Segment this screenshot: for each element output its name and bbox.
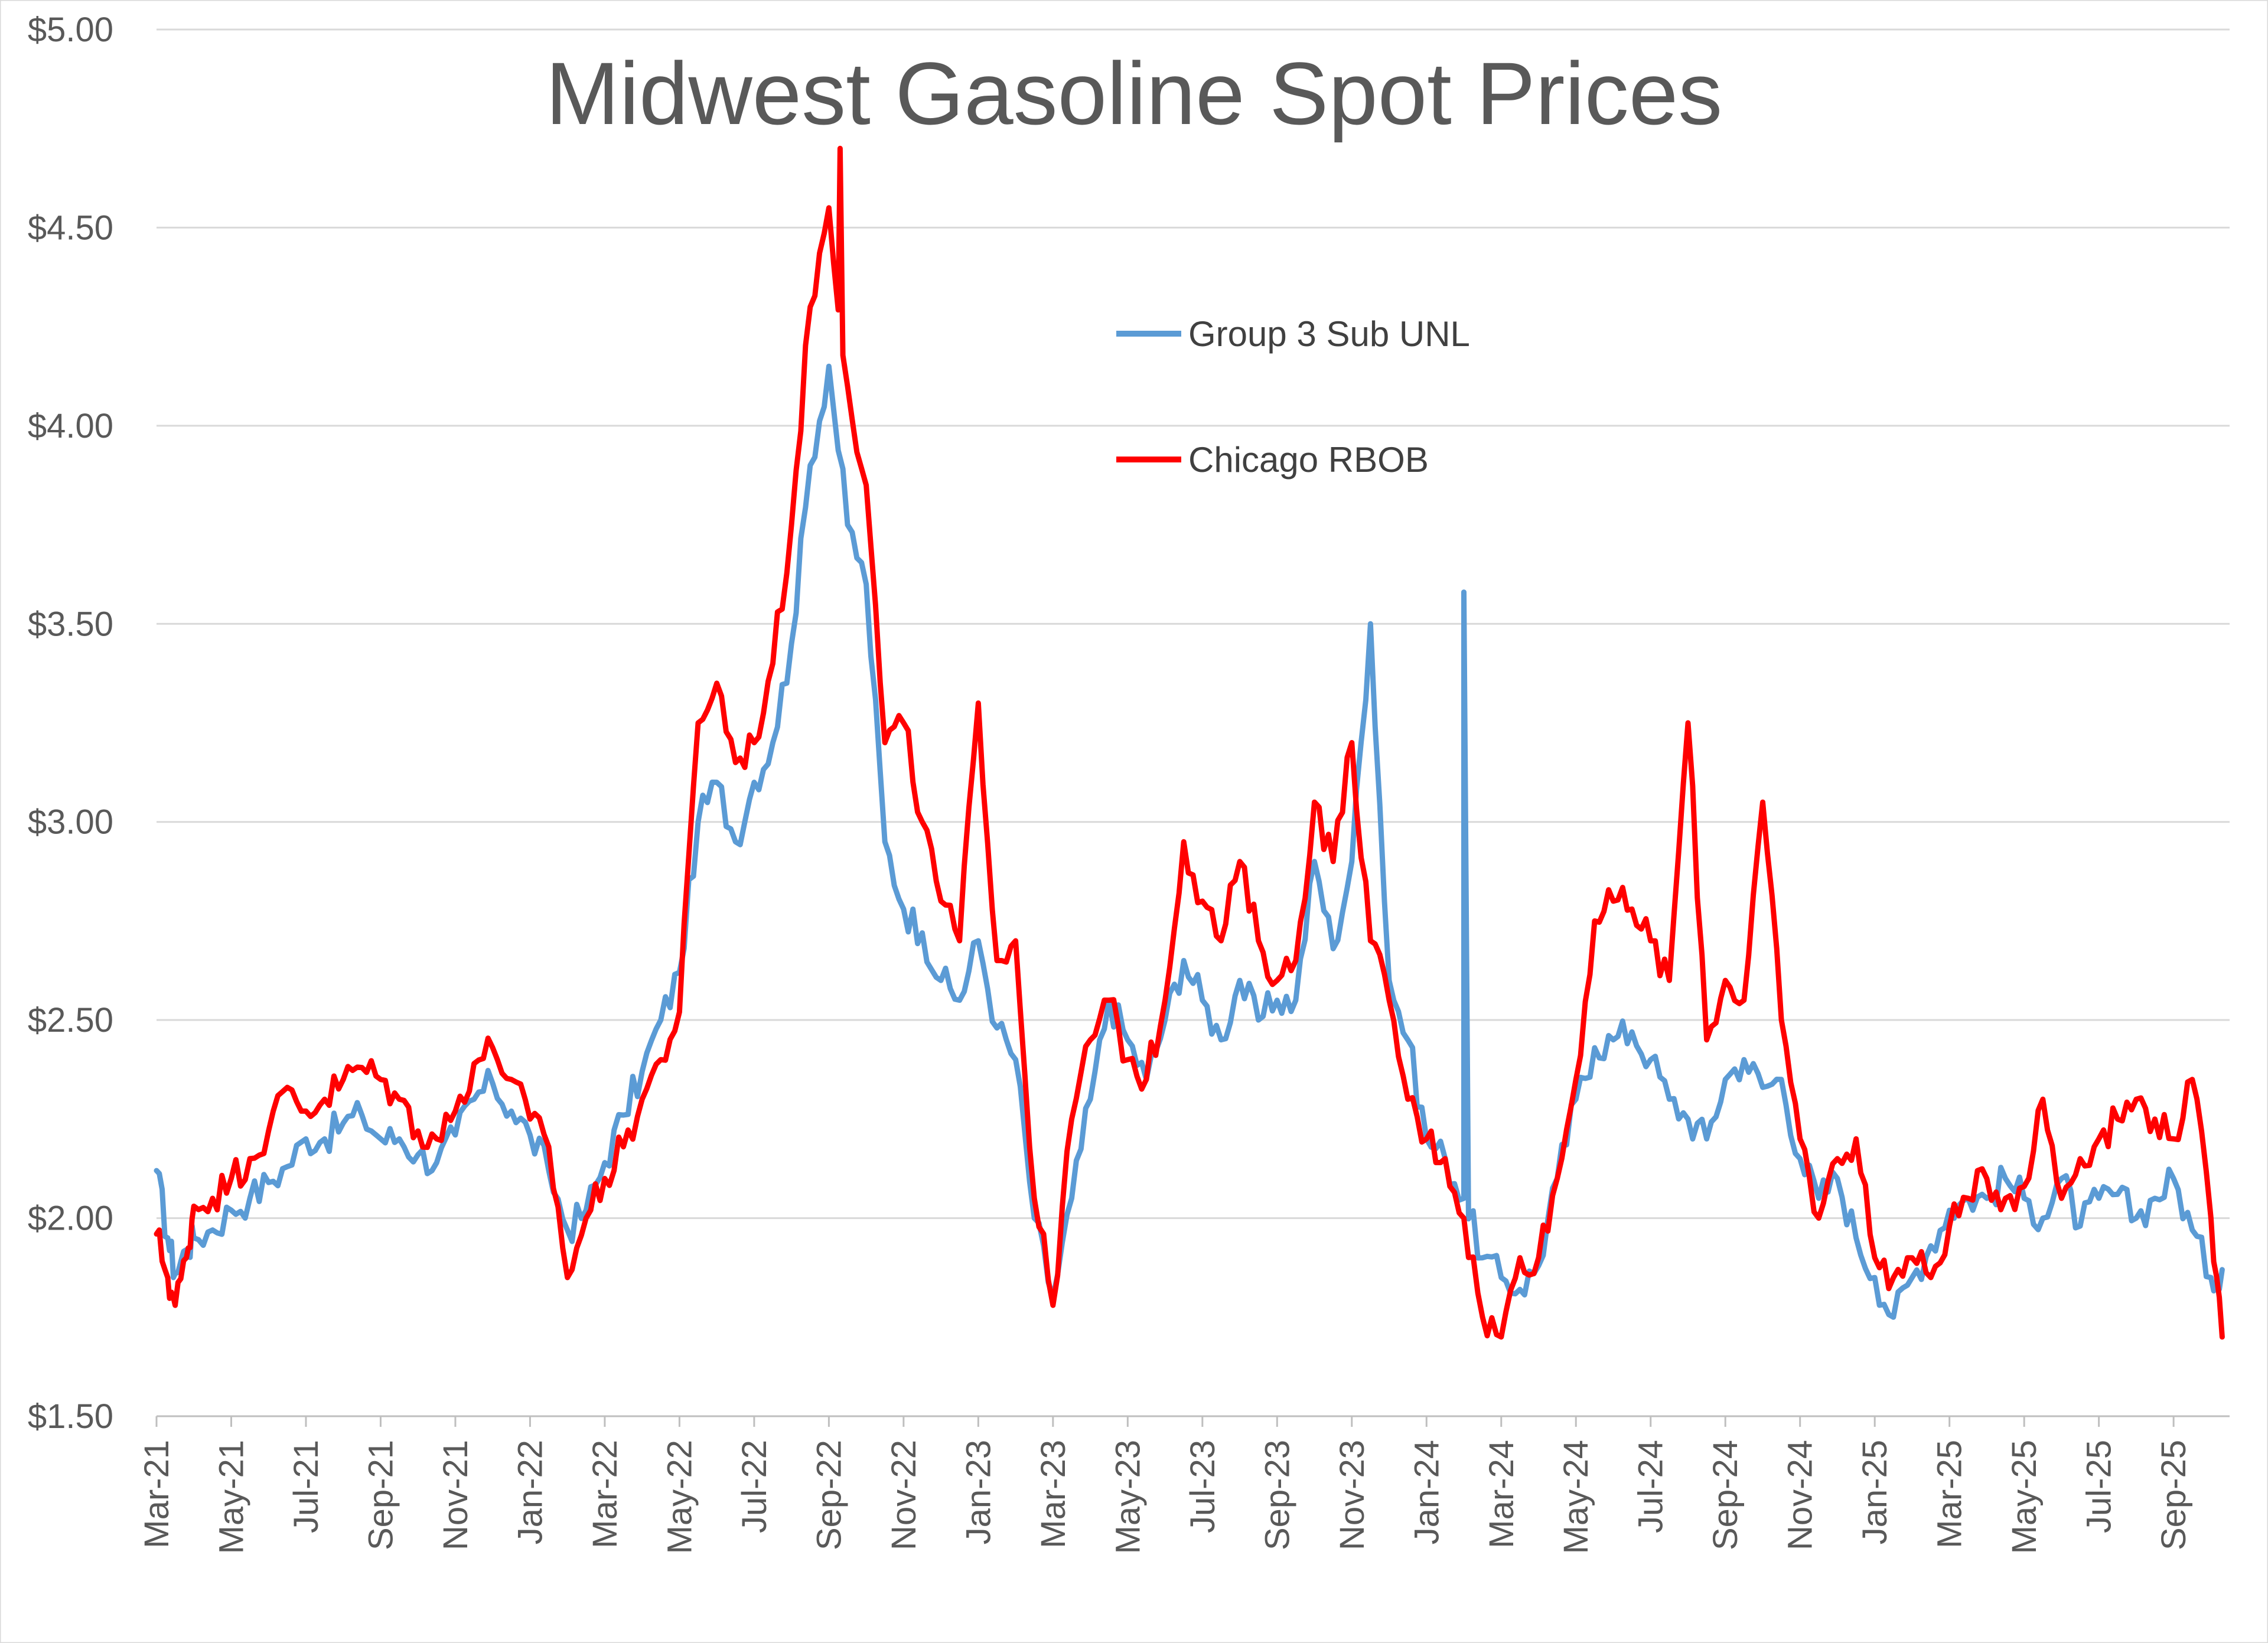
series-line-group-3-sub-unl bbox=[154, 363, 2225, 1320]
x-tick-label: Jan-23 bbox=[959, 1440, 998, 1544]
legend: Group 3 Sub UNL Chicago RBOB bbox=[1116, 314, 1470, 480]
x-axis: Mar-21 May-21 Jul-21 Sep-21 Nov-21 Jan-22 Mar-… bbox=[138, 1415, 2230, 1554]
x-tick-label: May-22 bbox=[660, 1440, 699, 1554]
x-tick-label: May-24 bbox=[1557, 1440, 1595, 1554]
x-tick-label: May-21 bbox=[212, 1440, 250, 1554]
y-tick-label: $1.50 bbox=[28, 1397, 113, 1436]
x-tick-label: Jan-24 bbox=[1407, 1440, 1446, 1544]
x-tick-label: Jul-25 bbox=[2080, 1440, 2119, 1533]
series-layer bbox=[154, 145, 2225, 1340]
x-tick-label: Jul-24 bbox=[1632, 1440, 1670, 1533]
y-tick-label: $4.50 bbox=[28, 208, 113, 247]
x-tick-label: Nov-23 bbox=[1333, 1440, 1371, 1550]
x-tick-label: Jul-21 bbox=[287, 1440, 325, 1533]
y-axis: $1.50 $2.00 $2.50 $3.00 $3.50 $4.00 $4.50 $5.00 bbox=[28, 11, 113, 1436]
x-tick-label: Mar-24 bbox=[1482, 1440, 1521, 1549]
x-tick-label: Sep-25 bbox=[2155, 1440, 2193, 1550]
x-tick-label: May-23 bbox=[1109, 1440, 1147, 1554]
x-tick-label: Mar-22 bbox=[586, 1440, 624, 1549]
x-tick-label: Mar-23 bbox=[1034, 1440, 1073, 1549]
chart-title: Midwest Gasoline Spot Prices bbox=[546, 44, 1722, 143]
x-tick-label: Mar-25 bbox=[1931, 1440, 1969, 1549]
y-tick-label: $3.00 bbox=[28, 803, 113, 842]
x-tick-label: Sep-23 bbox=[1258, 1440, 1296, 1550]
x-tick-label: Mar-21 bbox=[138, 1440, 176, 1549]
x-tick-label: Sep-22 bbox=[810, 1440, 848, 1550]
x-tick-label: Nov-24 bbox=[1781, 1440, 1820, 1550]
x-tick-label: Sep-24 bbox=[1706, 1440, 1745, 1550]
x-tick-label: Jul-23 bbox=[1184, 1440, 1222, 1533]
y-tick-label: $2.00 bbox=[28, 1199, 113, 1238]
x-tick-label: May-25 bbox=[2005, 1440, 2044, 1554]
x-tick-label: Sep-21 bbox=[361, 1440, 400, 1550]
x-tick-label: Nov-21 bbox=[436, 1440, 475, 1550]
y-tick-label: $4.00 bbox=[28, 407, 113, 445]
legend-label: Group 3 Sub UNL bbox=[1188, 314, 1470, 354]
y-tick-label: $2.50 bbox=[28, 1001, 113, 1039]
legend-label: Chicago RBOB bbox=[1188, 440, 1429, 480]
x-tick-label: Jan-25 bbox=[1856, 1440, 1894, 1544]
y-tick-label: $3.50 bbox=[28, 605, 113, 643]
x-tick-label: Jan-22 bbox=[511, 1440, 549, 1544]
x-tick-label: Jul-22 bbox=[735, 1440, 774, 1533]
y-tick-label: $5.00 bbox=[28, 11, 113, 49]
x-tick-label: Nov-22 bbox=[885, 1440, 923, 1550]
series-line-chicago-rbob bbox=[154, 145, 2225, 1340]
